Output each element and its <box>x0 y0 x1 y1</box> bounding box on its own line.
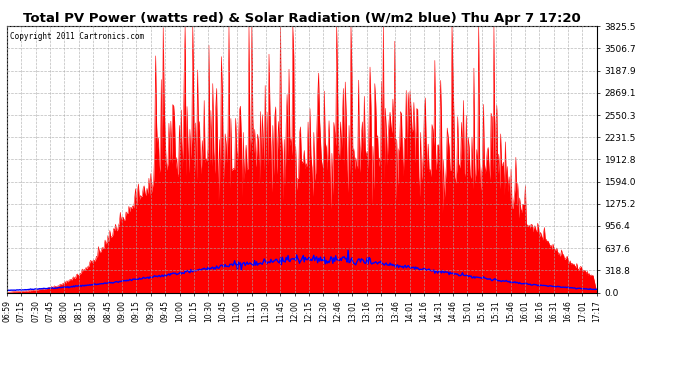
Text: Copyright 2011 Cartronics.com: Copyright 2011 Cartronics.com <box>10 32 144 40</box>
Title: Total PV Power (watts red) & Solar Radiation (W/m2 blue) Thu Apr 7 17:20: Total PV Power (watts red) & Solar Radia… <box>23 12 581 25</box>
